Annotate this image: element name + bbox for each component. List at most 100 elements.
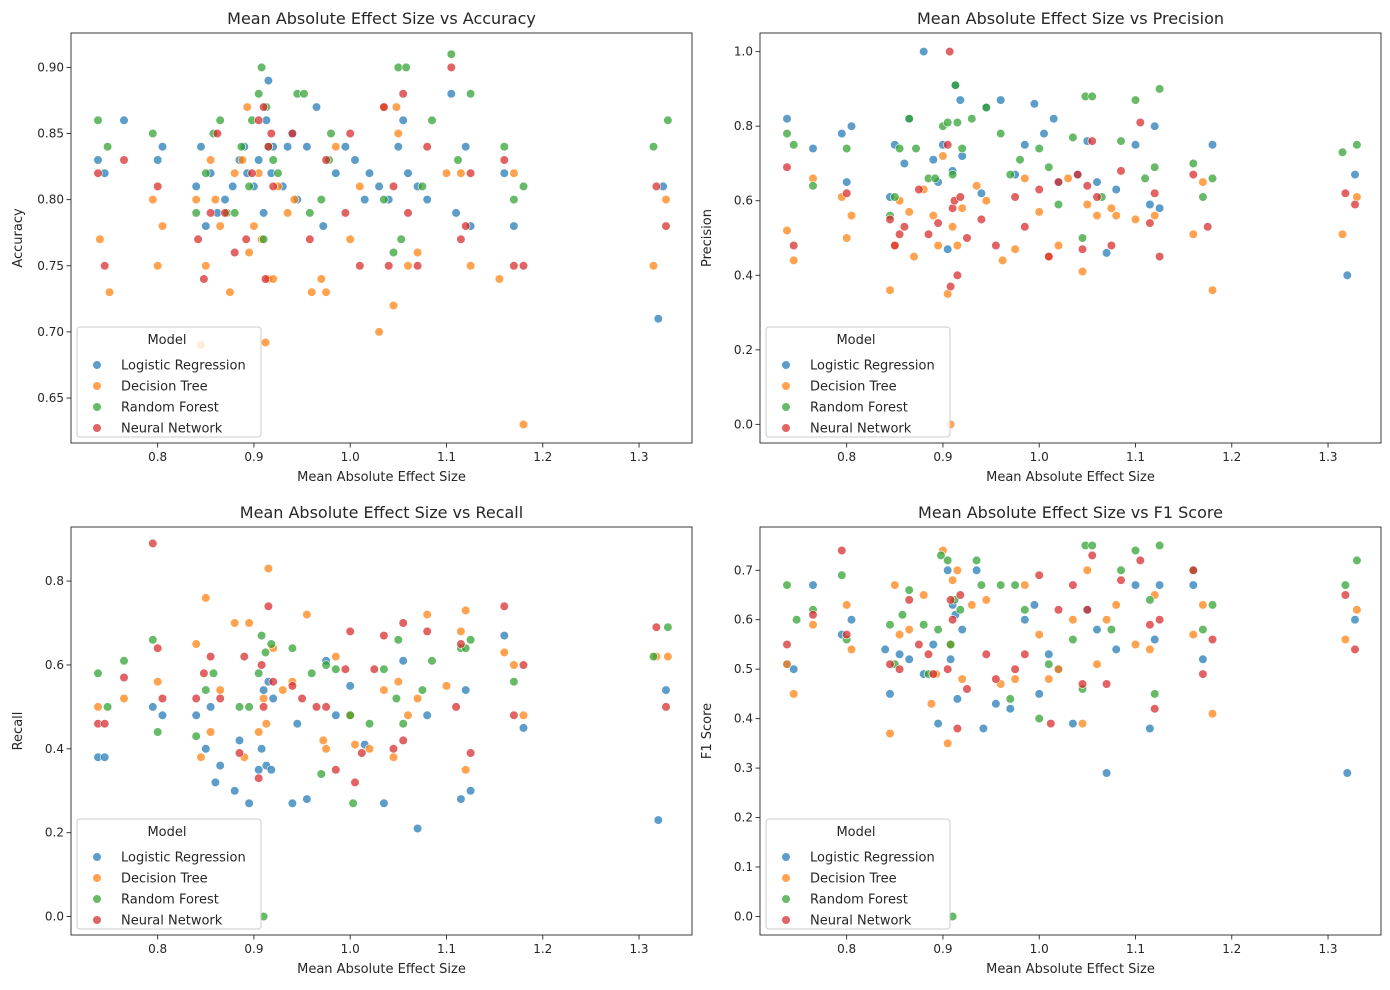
legend-box: [76, 818, 262, 930]
legend-marker-neural-network: [781, 915, 791, 925]
point-decision-tree: [928, 211, 938, 221]
point-decision-tree: [244, 247, 254, 258]
point-decision-tree: [148, 195, 158, 205]
legend-box: [765, 326, 951, 438]
point-logistic-regression: [350, 155, 360, 165]
point-neural-network: [991, 674, 1001, 684]
point-random-forest: [191, 208, 201, 218]
point-decision-tree: [263, 563, 274, 574]
point-neural-network: [199, 668, 209, 678]
point-decision-tree: [413, 247, 423, 258]
point-logistic-regression: [157, 142, 168, 152]
point-neural-network: [914, 639, 924, 650]
point-random-forest: [273, 168, 283, 178]
point-neural-network: [263, 601, 274, 611]
point-logistic-regression: [157, 710, 168, 720]
point-random-forest: [1188, 158, 1198, 169]
point-neural-network: [899, 222, 910, 232]
point-random-forest: [1337, 147, 1348, 157]
x-tick-label: 1.3: [1318, 450, 1337, 464]
point-neural-network: [413, 261, 423, 271]
x-axis-label: Mean Absolute Effect Size: [986, 962, 1155, 977]
point-neural-network: [456, 234, 466, 244]
axes-frame: [759, 32, 1382, 444]
point-decision-tree: [885, 728, 895, 739]
point-decision-tree: [104, 287, 115, 297]
point-decision-tree: [1034, 207, 1044, 217]
y-tick-label: 0.75: [37, 259, 64, 273]
point-random-forest: [1154, 84, 1165, 94]
x-tick-label: 1.3: [1318, 942, 1337, 956]
point-decision-tree: [499, 647, 509, 658]
point-neural-network: [461, 221, 471, 231]
point-neural-network: [268, 181, 278, 191]
point-logistic-regression: [403, 168, 413, 178]
point-neural-network: [914, 184, 924, 195]
point-random-forest: [663, 622, 673, 632]
point-neural-network: [894, 229, 905, 239]
point-logistic-regression: [266, 765, 276, 775]
point-neural-network: [422, 142, 432, 152]
point-neural-network: [782, 639, 792, 650]
point-neural-network: [398, 618, 408, 628]
point-logistic-regression: [340, 142, 351, 152]
legend: Model Logistic Regression Decision Tree Ran…: [76, 818, 262, 930]
point-logistic-regression: [499, 630, 509, 641]
point-random-forest: [967, 114, 977, 124]
point-neural-network: [266, 128, 276, 139]
point-neural-network: [153, 643, 163, 653]
point-neural-network: [384, 261, 394, 271]
legend-label: Logistic Regression: [810, 359, 935, 374]
point-decision-tree: [237, 155, 247, 165]
point-neural-network: [842, 629, 852, 640]
point-neural-network: [206, 208, 216, 218]
point-logistic-regression: [206, 702, 216, 712]
x-tick-label: 0.8: [837, 450, 856, 464]
point-decision-tree: [201, 593, 211, 603]
point-decision-tree: [318, 735, 328, 746]
point-neural-network: [1340, 188, 1350, 198]
point-random-forest: [316, 769, 326, 779]
point-random-forest: [791, 615, 802, 625]
point-decision-tree: [391, 102, 402, 112]
point-neural-network: [651, 181, 662, 191]
y-tick-label: 0.3: [734, 761, 753, 775]
y-axis-label: F1 Score: [700, 703, 715, 759]
point-logistic-regression: [228, 181, 238, 191]
point-neural-network: [340, 664, 351, 674]
point-neural-network: [1154, 615, 1165, 625]
point-decision-tree: [1010, 674, 1020, 684]
point-decision-tree: [388, 752, 399, 762]
point-random-forest: [307, 668, 317, 678]
point-decision-tree: [957, 674, 967, 684]
point-logistic-regression: [268, 693, 278, 704]
point-neural-network: [215, 693, 225, 704]
point-neural-network: [499, 601, 509, 611]
point-decision-tree: [885, 285, 895, 295]
point-random-forest: [1010, 580, 1020, 590]
point-decision-tree: [967, 600, 977, 610]
point-logistic-regression: [148, 702, 158, 712]
point-logistic-regression: [201, 221, 211, 231]
point-decision-tree: [119, 693, 129, 704]
point-random-forest: [950, 80, 961, 90]
point-decision-tree: [191, 195, 201, 205]
point-decision-tree: [461, 765, 471, 775]
point-neural-network: [1046, 718, 1056, 729]
point-random-forest: [1130, 95, 1141, 105]
point-neural-network: [345, 626, 355, 637]
point-logistic-regression: [360, 195, 370, 205]
legend-label: Decision Tree: [121, 872, 208, 887]
points: [93, 49, 673, 430]
point-neural-network: [782, 162, 792, 172]
point-neural-network: [1073, 170, 1083, 180]
point-decision-tree: [350, 739, 360, 750]
point-random-forest: [1087, 540, 1097, 551]
point-neural-network: [991, 240, 1001, 251]
point-neural-network: [842, 188, 852, 198]
x-tick-label: 1.1: [1126, 942, 1145, 956]
point-neural-network: [93, 168, 103, 178]
point-decision-tree: [947, 575, 958, 585]
point-random-forest: [316, 195, 326, 205]
point-random-forest: [119, 656, 129, 666]
